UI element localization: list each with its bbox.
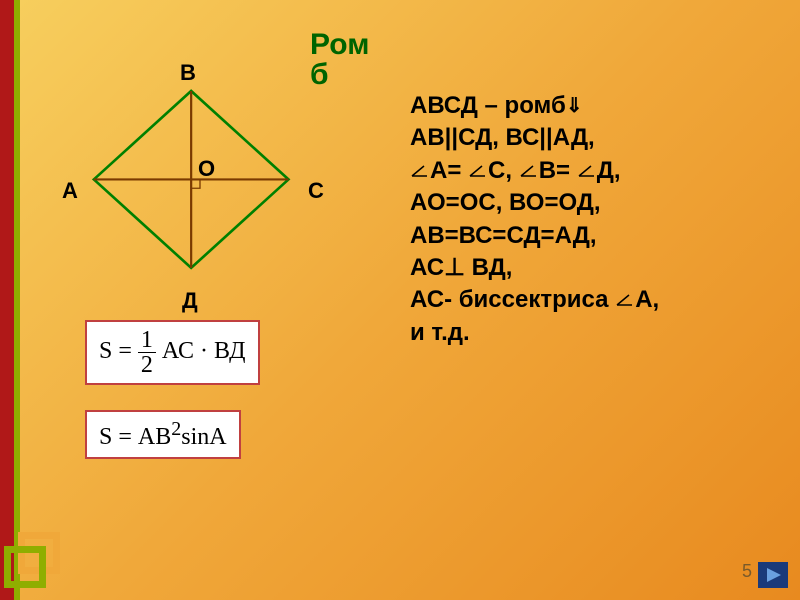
- title-line1: Ром: [310, 28, 369, 61]
- p2c: В=: [539, 157, 570, 184]
- prop-line0-t: АВСД – ромб: [410, 92, 566, 119]
- angle-icon: [577, 164, 595, 178]
- f1-fraction: 1 2: [138, 328, 156, 377]
- angle-icon: [468, 164, 486, 178]
- corner-decoration-front: [4, 546, 46, 588]
- prop-line0: АВСД – ромб⇓: [410, 90, 780, 122]
- formula-1: S = 1 2 АС · ВД: [85, 320, 260, 385]
- f1-numerator: 1: [138, 328, 156, 353]
- f2-sup: 2: [171, 418, 181, 440]
- p6a: АС- биссектриса: [410, 286, 609, 313]
- slide: Ром б А В С Д О S = 1 2 АС · ВД S = АВ2s…: [0, 0, 800, 600]
- f1-suffix: АС · ВД: [162, 338, 246, 364]
- prop-line6: АС- биссектриса А,: [410, 284, 780, 316]
- p5b: ВД,: [465, 254, 512, 281]
- perpendicular-icon: ⊥: [444, 255, 465, 281]
- prop-line1: АВ||СД, ВС||АД,: [410, 122, 780, 154]
- prop-line3: АО=ОС, ВО=ОД,: [410, 187, 780, 219]
- prop-line7: и т.д.: [410, 317, 780, 349]
- f1-denominator: 2: [138, 353, 156, 377]
- vertex-label-a: А: [62, 178, 78, 204]
- p6b: А,: [635, 286, 659, 313]
- rhombus-diagram: А В С Д О: [60, 60, 340, 290]
- f2-text2: sinA: [181, 424, 226, 450]
- f1-prefix: S =: [99, 338, 138, 364]
- prop-line5: АС⊥ ВД,: [410, 252, 780, 284]
- prop-line2: А= С, В= Д,: [410, 155, 780, 187]
- vertex-label-c: С: [308, 178, 324, 204]
- next-button[interactable]: [758, 562, 788, 588]
- vertex-label-d: Д: [182, 288, 198, 314]
- p5a: АС: [410, 254, 444, 281]
- vertex-label-o: О: [198, 156, 215, 182]
- properties-text: АВСД – ромб⇓ АВ||СД, ВС||АД, А= С, В= Д,…: [410, 90, 780, 349]
- p2b: С,: [488, 157, 512, 184]
- p2a: А=: [430, 157, 461, 184]
- angle-icon: [615, 293, 633, 307]
- p2d: Д,: [597, 157, 621, 184]
- down-arrow-icon: ⇓: [566, 93, 583, 120]
- vertex-label-b: В: [180, 60, 196, 86]
- f2-text: S = АВ: [99, 424, 171, 450]
- angle-icon: [410, 164, 428, 178]
- left-green-bar: [14, 0, 20, 600]
- left-red-bar: [0, 0, 14, 600]
- angle-icon: [519, 164, 537, 178]
- formula-2: S = АВ2sinA: [85, 410, 241, 459]
- play-icon: [758, 562, 788, 588]
- prop-line4: АВ=ВС=СД=АД,: [410, 220, 780, 252]
- page-number: 5: [742, 561, 752, 582]
